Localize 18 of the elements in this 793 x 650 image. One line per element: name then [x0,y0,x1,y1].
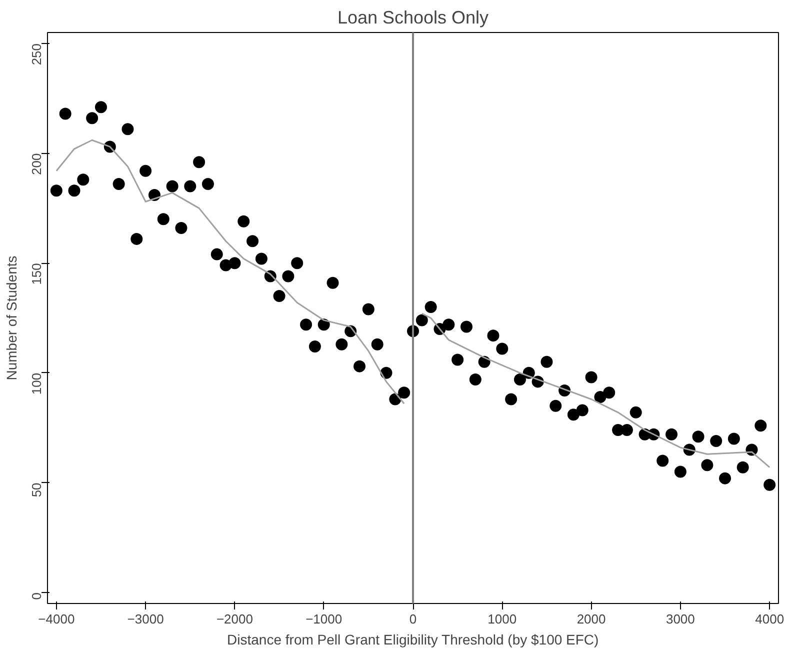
y-tick-label: 0 [29,592,44,600]
x-tick-label: −2000 [216,612,253,626]
y-tick-label: 100 [29,372,44,395]
x-tick-label: 4000 [755,612,784,626]
y-tick-label: 150 [29,263,44,285]
y-tick-label: 50 [29,482,44,498]
x-tick-label: 3000 [666,612,695,626]
y-tick-label: 200 [29,153,44,175]
x-tick-label: 0 [409,612,417,626]
x-tick-label: 2000 [576,612,606,626]
x-tick-label: 1000 [488,612,517,626]
x-tick-label: −1000 [306,612,342,626]
x-tick-label: −4000 [38,612,75,626]
y-axis-title: Number of Students [4,256,20,380]
x-axis-title: Distance from Pell Grant Eligibility Threshold (by $100 EFC) [227,632,599,648]
y-tick-label: 250 [29,43,44,66]
x-tick-label: −3000 [127,612,164,626]
chart-title: Loan Schools Only [337,8,489,28]
